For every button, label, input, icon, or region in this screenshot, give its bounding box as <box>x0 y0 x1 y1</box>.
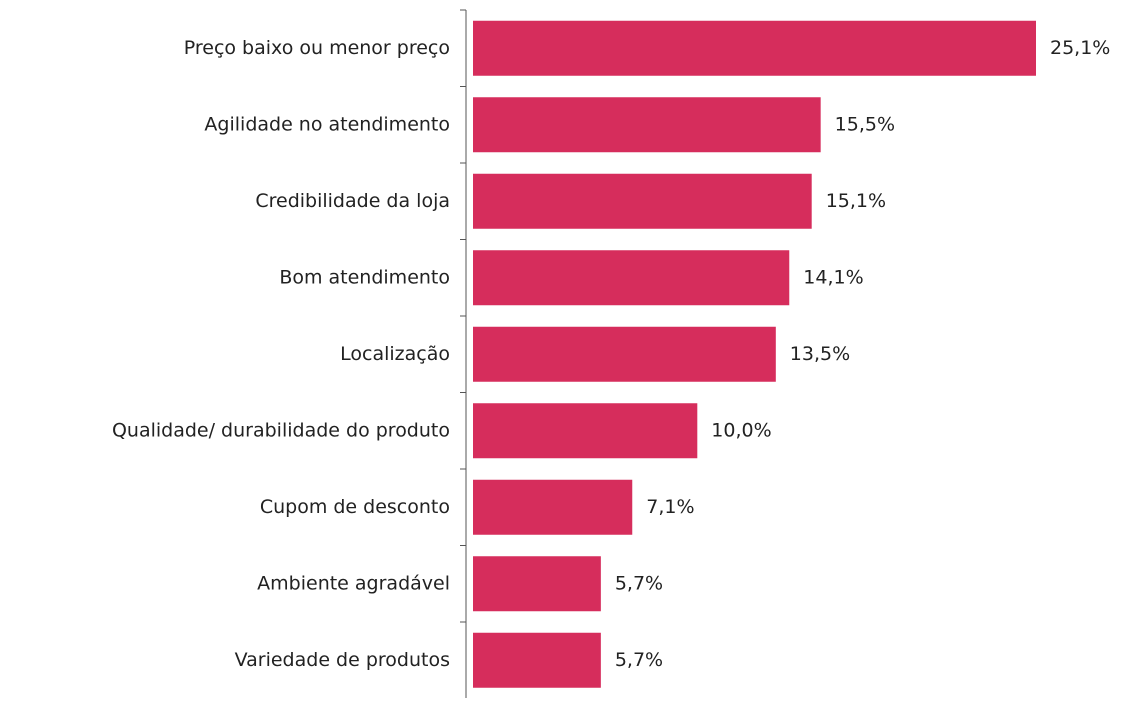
category-label: Credibilidade da loja <box>255 190 450 212</box>
bar <box>473 403 698 459</box>
category-label: Bom atendimento <box>279 266 450 288</box>
bar <box>473 479 633 535</box>
value-label: 7,1% <box>646 496 694 518</box>
value-label: 14,1% <box>803 266 863 288</box>
bar <box>473 250 790 306</box>
category-label: Preço baixo ou menor preço <box>184 37 450 59</box>
category-label: Cupom de desconto <box>260 496 450 518</box>
bar <box>473 20 1036 76</box>
bar <box>473 326 776 382</box>
category-label: Qualidade/ durabilidade do produto <box>112 419 450 441</box>
value-label: 5,7% <box>615 572 663 594</box>
value-label: 15,1% <box>826 190 886 212</box>
category-label: Ambiente agradável <box>257 572 450 594</box>
value-label: 13,5% <box>790 343 850 365</box>
bar <box>473 97 821 153</box>
category-label: Localização <box>340 343 450 365</box>
bar <box>473 556 601 612</box>
category-label: Agilidade no atendimento <box>204 113 450 135</box>
value-label: 10,0% <box>711 419 771 441</box>
value-label: 15,5% <box>835 113 895 135</box>
value-label: 25,1% <box>1050 37 1110 59</box>
bar <box>473 632 601 688</box>
bar <box>473 173 812 229</box>
value-label: 5,7% <box>615 649 663 671</box>
category-label: Variedade de produtos <box>235 649 450 671</box>
